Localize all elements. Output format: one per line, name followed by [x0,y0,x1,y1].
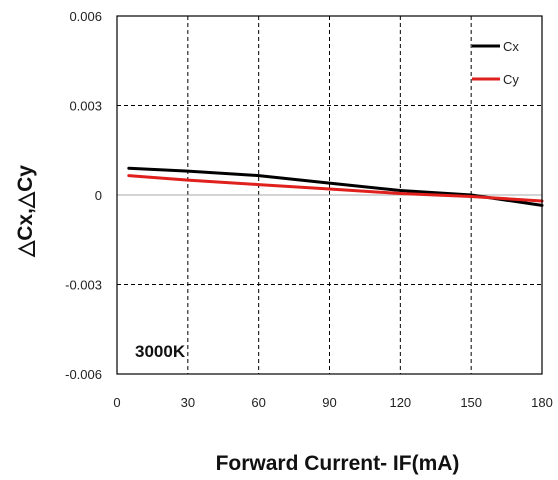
y-tick-label: -0.003 [65,278,102,293]
legend-label-cx: Cx [503,39,519,54]
x-tick-label: 120 [389,395,411,410]
x-tick-label: 180 [531,395,553,410]
x-axis-title: Forward Current- IF(mA) [216,452,460,475]
x-tick-label: 0 [113,395,120,410]
x-tick-label: 150 [460,395,482,410]
x-tick-label: 60 [251,395,265,410]
x-tick-label: 30 [181,395,195,410]
y-tick-label: 0 [95,188,102,203]
plot-frame [116,15,543,375]
y-tick-label: -0.006 [65,367,102,382]
y-tick-labels: 0.006 0.003 0 -0.003 -0.006 [65,9,102,382]
legend-label-cy: Cy [503,72,519,87]
legend: Cx Cy [472,39,519,87]
y-tick-label: 0.003 [69,99,102,114]
x-tick-label: 90 [322,395,336,410]
annotation-3000k: 3000K [135,342,186,361]
x-tick-labels: 0 30 60 90 120 150 180 [113,395,552,410]
y-axis-title: △Cx,△Cy [14,165,37,258]
series-layer [127,166,544,207]
series-line-cy [127,174,544,203]
series-line-cx [127,166,544,207]
y-tick-label: 0.006 [69,9,102,24]
